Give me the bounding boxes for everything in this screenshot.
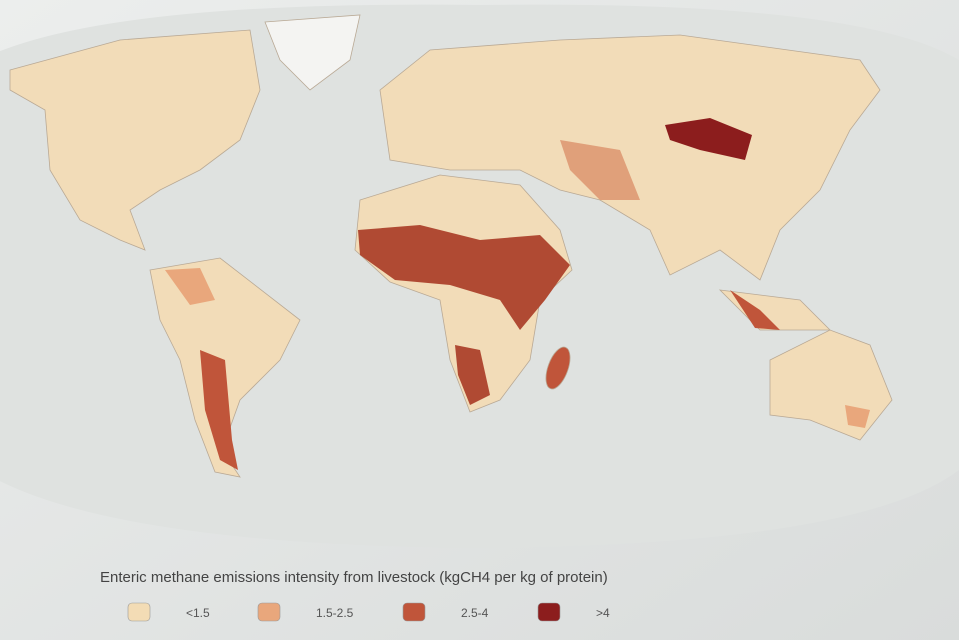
central-asia-patch [560, 140, 640, 200]
australia-patch [845, 405, 870, 428]
north-america [9, 29, 261, 251]
legend-swatch [402, 602, 426, 622]
greenland [264, 14, 361, 91]
legend-swatch [257, 602, 281, 622]
legend-swatch [537, 602, 561, 622]
eurasia [379, 34, 881, 281]
indonesia-patch [730, 290, 780, 330]
madagascar [545, 346, 571, 390]
sahel-patch [358, 225, 570, 330]
legend-title: Enteric methane emissions intensity from… [100, 569, 608, 586]
intensity-patches [165, 118, 870, 470]
mongolia-patch [665, 118, 752, 160]
legend-label: 2.5-4 [461, 606, 489, 620]
legend-label: >4 [596, 606, 610, 620]
legend-label: 1.5-2.5 [316, 606, 354, 620]
legend-label: <1.5 [186, 606, 210, 620]
patagonia-patch [200, 350, 238, 470]
southern-africa-patch [455, 345, 490, 405]
legend-swatch [127, 602, 151, 622]
legend: <1.5 1.5-2.5 2.5-4 >4 [127, 602, 610, 622]
andes-patch [165, 268, 215, 305]
southeast-asia [718, 289, 831, 331]
